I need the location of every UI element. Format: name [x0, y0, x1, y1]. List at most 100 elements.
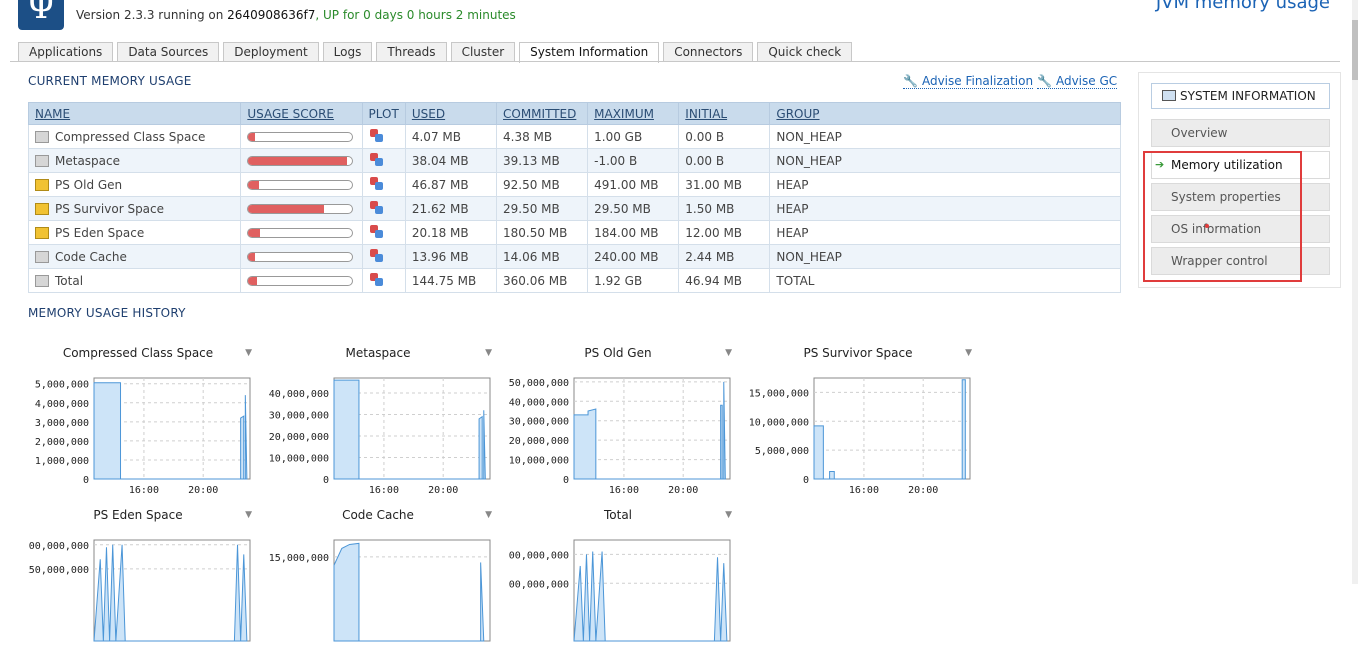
usage-score-bar: [247, 227, 354, 238]
cell-name: Total: [27, 268, 242, 293]
advise-finalization-link[interactable]: 🔧 Advise Finalization: [903, 74, 1034, 89]
x-tick-label: 20:00: [908, 485, 938, 496]
page-scrollbar[interactable]: [1352, 0, 1358, 584]
chart-menu-icon[interactable]: ▼: [725, 510, 732, 520]
column-header-initial[interactable]: INITIAL: [678, 102, 771, 125]
pool-name: PS Old Gen: [55, 177, 123, 192]
cell-maximum: 29.50 MB: [587, 196, 680, 221]
cell-name: PS Survivor Space: [27, 196, 242, 221]
usage-score-bar: [247, 179, 354, 190]
cell-initial: 0.00 B: [678, 148, 771, 173]
cell-initial: 1.50 MB: [678, 196, 771, 221]
chart-menu-icon[interactable]: ▼: [485, 510, 492, 520]
tab-quick-check[interactable]: Quick check: [757, 42, 853, 62]
history-chart: Total ▼ 300,000,000 200,000,000: [508, 508, 738, 658]
history-chart: Metaspace ▼ 40,000,000 30,000,000 20,000,000…: [268, 346, 498, 496]
cell-usage-score: [240, 148, 363, 173]
y-tick-label: 0: [323, 475, 329, 486]
cell-used: 4.07 MB: [404, 124, 498, 149]
chart-menu-icon[interactable]: ▼: [245, 348, 252, 358]
usage-score-bar: [247, 131, 354, 142]
table-row: Code Cache 13.96 MB 14.06 MB 240.00 MB 2.44 …: [27, 244, 1121, 269]
cell-usage-score: [240, 124, 363, 149]
tab-system-information[interactable]: System Information: [519, 42, 660, 63]
cell-maximum: 491.00 MB: [587, 172, 680, 197]
memory-pool-icon: [35, 178, 49, 191]
tab-deployment[interactable]: Deployment: [223, 42, 319, 62]
plot-icon[interactable]: [369, 176, 383, 190]
y-tick-label: 50,000,000: [509, 378, 569, 389]
usage-score-bar: [247, 203, 354, 214]
plot-frame: [573, 377, 731, 480]
chart-menu-icon[interactable]: ▼: [965, 348, 972, 358]
plot-icon[interactable]: [369, 224, 383, 238]
cell-committed: 180.50 MB: [495, 220, 589, 245]
x-tick-label: 16:00: [129, 485, 159, 496]
y-tick-label: 2,000,000: [35, 437, 89, 448]
column-header-usage-score[interactable]: USAGE SCORE: [240, 102, 363, 125]
cell-name: Code Cache: [27, 244, 242, 269]
plot-frame: [813, 377, 971, 480]
cell-usage-score: [240, 220, 363, 245]
usage-score-fill: [248, 276, 257, 285]
chart-menu-icon[interactable]: ▼: [725, 348, 732, 358]
arrow-right-icon: ➔: [1155, 158, 1165, 171]
pool-name: Total: [55, 273, 84, 288]
x-tick-label: 20:00: [188, 485, 218, 496]
cell-committed: 14.06 MB: [495, 244, 589, 269]
chart-title: PS Old Gen: [584, 346, 652, 360]
y-tick-label: 200,000,000: [508, 579, 569, 590]
sidebar-header-label: SYSTEM INFORMATION: [1180, 89, 1316, 103]
plot-icon[interactable]: [369, 248, 383, 262]
column-header-committed[interactable]: COMMITTED: [495, 102, 589, 125]
chart-plot: 200,000,000 150,000,000: [28, 539, 251, 642]
chart-plot: 15,000,000: [269, 539, 491, 642]
chart-plot: 5,000,000 4,000,000 3,000,000 2,000,000 1,00…: [35, 377, 251, 496]
plot-icon[interactable]: [369, 200, 383, 214]
tab-logs[interactable]: Logs: [322, 42, 373, 62]
sidebar-panel: [1138, 72, 1341, 288]
cell-name: Metaspace: [27, 148, 242, 173]
page-title: JVM memory usage: [1155, 0, 1330, 13]
chart-menu-icon[interactable]: ▼: [485, 348, 492, 358]
memory-pool-icon: [35, 154, 49, 167]
cell-plot: [361, 268, 406, 293]
tab-connectors[interactable]: Connectors: [663, 42, 754, 62]
sidebar-item-label: System properties: [1171, 190, 1281, 204]
scrollbar-thumb[interactable]: [1352, 20, 1358, 80]
plot-icon[interactable]: [369, 272, 383, 286]
column-header-maximum[interactable]: MAXIMUM: [587, 102, 680, 125]
tab-threads[interactable]: Threads: [376, 42, 447, 62]
y-tick-label: 3,000,000: [35, 418, 89, 429]
cell-usage-score: [240, 244, 363, 269]
cell-committed: 39.13 MB: [495, 148, 589, 173]
sidebar-item-overview[interactable]: Overview: [1151, 119, 1330, 147]
wrench-icon: 🔧: [903, 74, 918, 88]
tab-divider: [10, 61, 1340, 62]
cell-used: 13.96 MB: [404, 244, 498, 269]
usage-score-fill: [248, 156, 348, 165]
tab-data-sources[interactable]: Data Sources: [117, 42, 220, 62]
tab-cluster[interactable]: Cluster: [450, 42, 516, 62]
chart-plot: 40,000,000 30,000,000 20,000,000 10,000,000…: [269, 377, 491, 496]
plot-icon[interactable]: [369, 152, 383, 166]
usage-score-bar: [247, 155, 354, 166]
series-area: [813, 379, 966, 480]
column-header-used[interactable]: USED: [404, 102, 498, 125]
cell-committed: 360.06 MB: [495, 268, 589, 293]
memory-pool-icon: [35, 130, 49, 143]
advise-gc-link[interactable]: 🔧 Advise GC: [1037, 74, 1118, 89]
usage-score-bar: [247, 275, 354, 286]
cell-group: HEAP: [769, 220, 1121, 245]
plot-icon[interactable]: [369, 128, 383, 142]
column-header-name[interactable]: NAME: [27, 102, 242, 125]
y-tick-label: 0: [563, 475, 569, 486]
usage-score-fill: [248, 180, 259, 189]
tab-applications[interactable]: Applications: [18, 42, 114, 62]
chart-menu-icon[interactable]: ▼: [245, 510, 252, 520]
x-tick-label: 16:00: [609, 485, 639, 496]
y-tick-label: 150,000,000: [28, 565, 89, 576]
x-tick-label: 20:00: [428, 485, 458, 496]
column-header-group[interactable]: GROUP: [769, 102, 1121, 125]
table-row: PS Survivor Space 21.62 MB 29.50 MB 29.50 M…: [27, 196, 1121, 221]
